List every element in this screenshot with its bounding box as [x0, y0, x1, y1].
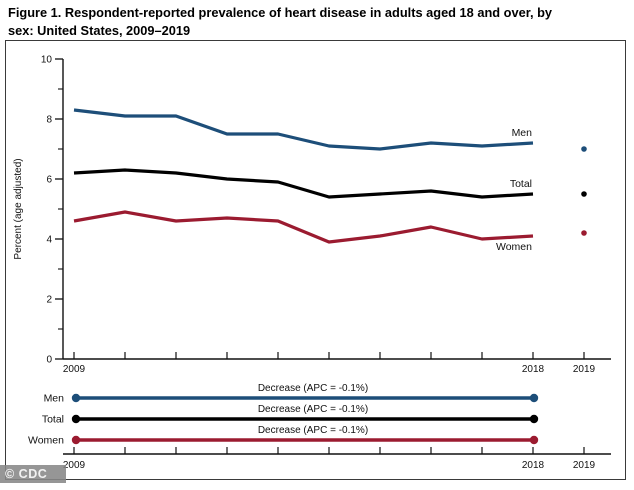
y-tick-label: 4: [46, 235, 52, 246]
trend-x-tick-label: 2018: [522, 460, 545, 471]
trend-annotation-men: Decrease (APC = -0.1%): [258, 383, 368, 394]
y-tick-label: 0: [46, 355, 52, 366]
trend-row-label-women: Women: [28, 435, 64, 447]
point-2019-total: [581, 191, 587, 197]
series-label-men: Men: [512, 127, 533, 139]
figure-title-line1: Figure 1. Respondent-reported prevalence…: [8, 5, 553, 20]
trend-annotation-women: Decrease (APC = -0.1%): [258, 425, 368, 436]
x-tick-label: 2018: [522, 364, 545, 375]
heart-disease-trend-chart: 0 2 4 6 8 10 2009 2018 2019 Percent (age adjusted…: [13, 55, 611, 471]
trend-dot-end-men: [529, 393, 539, 403]
trend-dot-start-total: [71, 414, 81, 424]
series-line-women: [73, 210, 534, 244]
y-tick-label: 10: [41, 55, 53, 66]
series-label-total: Total: [510, 178, 532, 190]
series-label-women: Women: [496, 241, 532, 253]
point-2019-men: [581, 146, 587, 152]
x-tick-label: 2019: [573, 364, 596, 375]
series-line-men: [73, 108, 534, 151]
trend-row-label-men: Men: [44, 393, 65, 405]
y-axis-title: Percent (age adjusted): [13, 158, 24, 259]
chart-frame: 0 2 4 6 8 10 2009 2018 2019 Percent (age adjusted…: [5, 40, 626, 480]
trend-dot-start-women: [71, 435, 81, 445]
x-tick-label: 2009: [63, 364, 86, 375]
trend-x-tick-label: 2019: [573, 460, 596, 471]
trend-annotation-total: Decrease (APC = -0.1%): [258, 404, 368, 415]
y-tick-label: 6: [46, 175, 52, 186]
trend-x-tick-label: 2009: [63, 460, 86, 471]
figure-title: Figure 1. Respondent-reported prevalence…: [8, 4, 618, 40]
trend-dot-start-men: [71, 393, 81, 403]
figure-title-line2: sex: United States, 2009–2019: [8, 23, 191, 39]
trend-row-label-total: Total: [42, 414, 64, 426]
point-2019-women: [581, 230, 587, 236]
y-tick-label: 2: [46, 295, 52, 306]
series-line-total: [73, 168, 534, 199]
cdc-watermark: © CDC: [0, 465, 66, 483]
trend-dot-end-total: [529, 414, 539, 424]
trend-dot-end-women: [529, 435, 539, 445]
y-tick-label: 8: [46, 115, 52, 126]
